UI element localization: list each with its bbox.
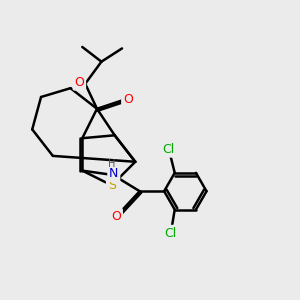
Text: Cl: Cl (164, 226, 176, 240)
Text: Cl: Cl (163, 143, 175, 156)
Text: N: N (109, 167, 119, 180)
Text: S: S (108, 179, 116, 192)
Text: O: O (111, 210, 121, 223)
Text: O: O (74, 76, 84, 89)
Text: H: H (108, 159, 116, 169)
Text: O: O (123, 93, 133, 106)
